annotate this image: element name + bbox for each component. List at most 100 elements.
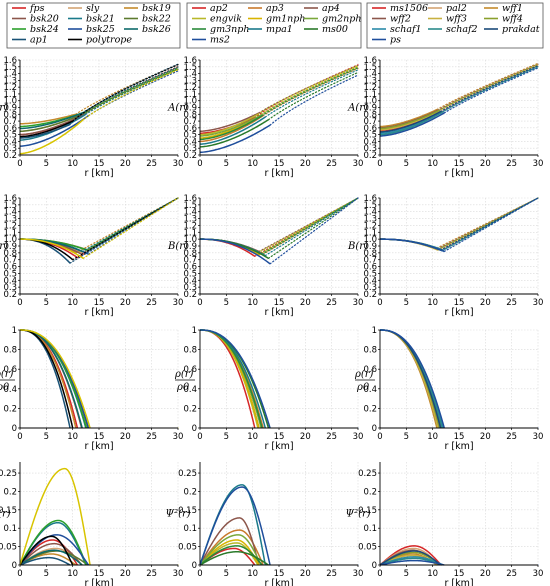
panel-psi-2: 0 0.05 0.1 0.15 0.2 0.25 0 5 10 15 20 25 30 r [km] Ψ²(… xyxy=(165,462,363,586)
legend-label: bsk22 xyxy=(142,14,171,25)
series-prakdat xyxy=(379,197,539,251)
y-tick-label: 0.4 xyxy=(3,137,17,147)
series-line xyxy=(19,535,74,566)
legend-entry: ms2 xyxy=(192,35,230,46)
x-tick-label: 25 xyxy=(146,569,157,579)
y-tick-label: 0.5 xyxy=(3,131,17,141)
legend-label: wff4 xyxy=(502,14,523,25)
legend-entry: ap2 xyxy=(192,3,228,14)
legend-label: sly xyxy=(86,3,100,14)
y-tick-label: 0.3 xyxy=(3,283,17,293)
y-tick-label: 1.1 xyxy=(183,228,197,238)
series-exterior xyxy=(443,197,539,253)
y-tick-label: 1 xyxy=(372,326,377,336)
y-tick-label: 0.15 xyxy=(0,506,17,516)
x-axis-label: r [km] xyxy=(264,168,293,179)
x-tick-label: 0 xyxy=(197,298,202,308)
legend-entry: wff2 xyxy=(372,14,411,25)
x-tick-label: 10 xyxy=(247,569,258,579)
x-tick-label: 20 xyxy=(300,569,311,579)
y-tick-label: 0.25 xyxy=(178,469,197,479)
x-tick-label: 20 xyxy=(300,432,311,442)
x-tick-label: 5 xyxy=(224,432,229,442)
y-axis-label-denominator: ρ0 xyxy=(176,382,190,393)
legend-1: fps sly bsk19 bsk20 bsk21 bsk22 bsk24 bsk25 bsk2… xyxy=(6,2,181,49)
legend-label: ms1506 xyxy=(390,3,428,14)
y-tick-label: 0.3 xyxy=(3,144,17,154)
y-tick-label: 0 xyxy=(372,424,377,434)
x-tick-label: 5 xyxy=(44,569,49,579)
x-tick-label: 10 xyxy=(67,298,78,308)
x-tick-label: 5 xyxy=(404,298,409,308)
x-tick-label: 15 xyxy=(454,432,465,442)
legend-entry: wff1 xyxy=(484,3,523,14)
y-tick-label: 0.1 xyxy=(183,524,197,534)
y-tick-label: 0.9 xyxy=(363,104,377,114)
legend-frame xyxy=(186,2,362,49)
y-tick-label: 0.6 xyxy=(183,263,197,273)
y-tick-label: 0 xyxy=(12,424,17,434)
series-exterior xyxy=(257,64,359,115)
y-axis-label: ρ(r) xyxy=(354,369,374,380)
x-tick-label: 30 xyxy=(173,569,184,579)
x-tick-label: 10 xyxy=(427,298,438,308)
y-tick-label: 0.4 xyxy=(363,276,377,286)
legend-label: ap2 xyxy=(210,3,228,14)
series-exterior xyxy=(72,64,179,122)
x-tick-label: 0 xyxy=(17,298,22,308)
x-axis-label: r [km] xyxy=(84,307,113,318)
panel-A-3: 0.20.30.40.50.60.70.80.91.01.11.21.31.41… xyxy=(347,56,543,179)
series-extra xyxy=(19,197,179,259)
x-tick-label: 15 xyxy=(274,569,285,579)
x-tick-label: 15 xyxy=(94,432,105,442)
y-tick-label: 1.1 xyxy=(363,90,377,100)
x-tick-label: 30 xyxy=(173,432,184,442)
x-tick-label: 20 xyxy=(120,569,131,579)
legend-label: schaf1 xyxy=(390,24,422,35)
y-tick-label: 0.2 xyxy=(183,404,197,414)
legend-entry: bsk21 xyxy=(68,14,115,25)
x-tick-label: 15 xyxy=(94,159,105,169)
series-line xyxy=(199,124,271,154)
y-tick-label: 1.3 xyxy=(363,76,377,86)
series-line xyxy=(199,119,269,148)
x-tick-label: 5 xyxy=(404,159,409,169)
series-exterior xyxy=(269,74,359,126)
legend-label: ap3 xyxy=(266,3,284,14)
x-tick-label: 0 xyxy=(17,569,22,579)
y-tick-label: 0.5 xyxy=(363,131,377,141)
x-axis-label: r [km] xyxy=(84,578,113,586)
legend-label: wff1 xyxy=(502,3,523,14)
legend-label: mpa1 xyxy=(266,24,293,35)
y-tick-label: 1.4 xyxy=(363,70,377,80)
legend-entry: gm1nph xyxy=(248,14,305,25)
legend-label: ms2 xyxy=(210,35,230,46)
series-ms2 xyxy=(199,197,359,265)
series-line xyxy=(19,120,73,138)
y-tick-label: 0.6 xyxy=(3,263,17,273)
series-line xyxy=(379,559,445,566)
series-line xyxy=(199,114,263,141)
legend-entry: ps xyxy=(372,35,401,46)
y-axis-label: B(r) xyxy=(0,241,8,252)
y-tick-label: 0.9 xyxy=(3,104,17,114)
series-line xyxy=(19,329,91,429)
y-tick-label: 0.7 xyxy=(3,256,17,266)
y-tick-label: 0.25 xyxy=(0,469,17,479)
legend-entry: bsk25 xyxy=(68,24,115,35)
series-ms2 xyxy=(199,74,359,154)
x-axis-label: r [km] xyxy=(444,168,473,179)
series-line xyxy=(19,542,83,566)
x-tick-label: 25 xyxy=(146,432,157,442)
series-line xyxy=(199,113,259,136)
y-tick-label: 0.5 xyxy=(3,269,17,279)
x-tick-label: 10 xyxy=(247,298,258,308)
series-line xyxy=(199,534,262,566)
series-line xyxy=(199,112,260,132)
y-tick-label: 0.8 xyxy=(183,249,197,259)
y-tick-label: 0.3 xyxy=(183,283,197,293)
x-tick-label: 25 xyxy=(506,298,517,308)
y-tick-label: 0.7 xyxy=(363,117,377,127)
legend-entry: ms1506 xyxy=(372,3,428,14)
